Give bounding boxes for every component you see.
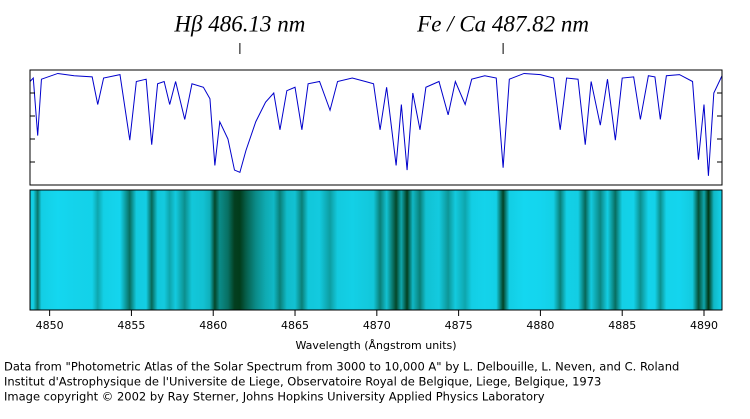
- x-tick-label: 4875: [445, 319, 473, 332]
- spectrum-band: [29, 189, 723, 311]
- x-tick-label: 4880: [526, 319, 554, 332]
- x-tick-label: 4855: [117, 319, 145, 332]
- x-tick-label: 4860: [199, 319, 227, 332]
- footer-line: Data from "Photometric Atlas of the Sola…: [4, 360, 679, 374]
- footer-line: Image copyright © 2002 by Ray Sterner, J…: [4, 390, 545, 404]
- footer-line: Institut d'Astrophysique de l'Universite…: [4, 375, 601, 389]
- x-tick-label: 4850: [36, 319, 64, 332]
- annotation: Hβ 486.13 nm: [173, 11, 305, 36]
- annotation: Fe / Ca 487.82 nm: [416, 11, 589, 36]
- x-tick-label: 4890: [690, 319, 718, 332]
- x-tick-label: 4885: [608, 319, 636, 332]
- plot-frame: [29, 69, 723, 186]
- spectrum-line: [29, 72, 723, 176]
- x-tick-label: 4865: [281, 319, 309, 332]
- x-tick-label: 4870: [363, 319, 391, 332]
- x-axis-label: Wavelength (Ångstrom units): [295, 339, 456, 352]
